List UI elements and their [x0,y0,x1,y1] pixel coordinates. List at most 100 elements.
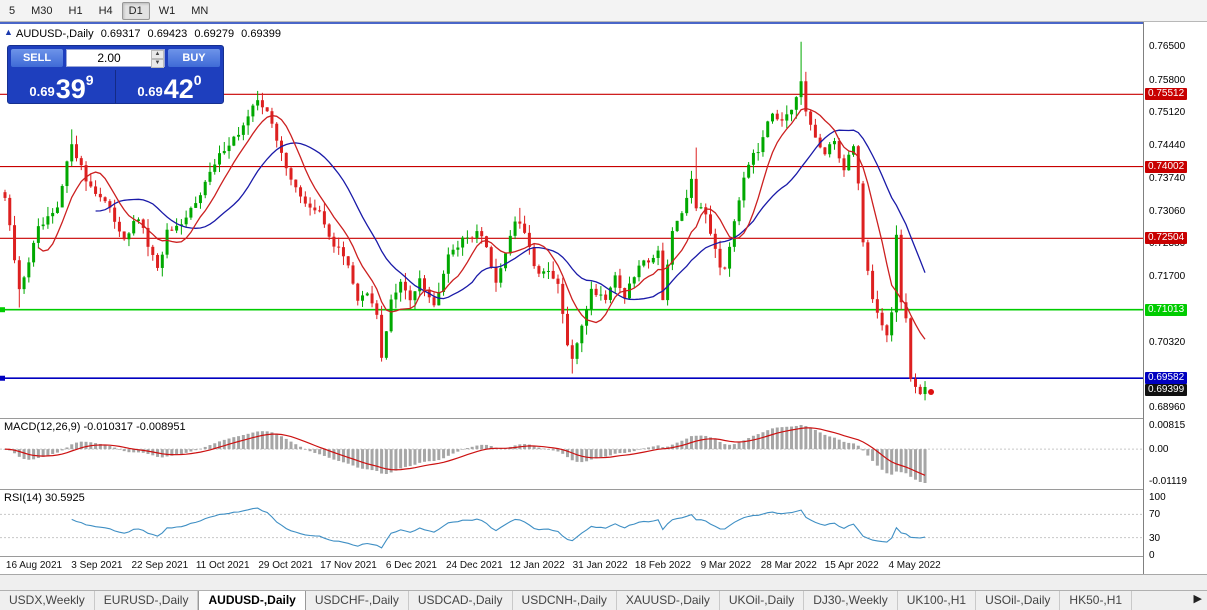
current-price-badge: 0.69399 [1145,383,1188,396]
sell-price-big: 39 [55,74,86,104]
tab-dj30-weekly[interactable]: DJ30-,Weekly [804,591,898,610]
date-label: 18 Feb 2022 [634,560,692,571]
volume-stepper: ▲ ▼ [66,49,165,68]
macd-label: MACD(12,26,9) -0.010317 -0.008951 [4,421,186,433]
buy-price-base: 0.69 [137,84,163,99]
quote-open: 0.69317 [100,28,141,40]
rsi-indicator-chart[interactable] [0,490,1143,556]
ma-slow-line [95,129,926,301]
timeframe-button-mn[interactable]: MN [191,4,209,17]
price-tick: 0.76500 [1149,41,1186,52]
sell-price-sup: 9 [85,72,94,88]
level-drag-handle [0,307,5,313]
date-label: 11 Oct 2021 [195,560,250,571]
chart-collapse-icon[interactable]: ▲ [4,27,13,37]
sell-button[interactable]: SELL [11,49,63,67]
sell-price-base: 0.69 [29,84,55,99]
date-label: 3 Sep 2021 [71,560,123,571]
ma-fast-line [38,107,926,340]
volume-input[interactable] [67,50,151,66]
buy-price-sup: 0 [193,72,202,88]
level-price-badge: 0.71013 [1145,303,1188,316]
timeframe-toolbar: 5 M30 H1 H4 D1 W1 MN [0,0,1207,22]
price-axis[interactable]: 0.00815 0.00 -0.01119 0.76500 0.75800 0.75… [1143,22,1207,574]
quote-close: 0.69399 [241,28,281,40]
rsi-axis-label: 0 [1149,550,1155,561]
price-tick: 0.73740 [1149,173,1186,185]
date-label: 9 Mar 2022 [700,560,752,571]
tab-scroll-right-icon[interactable]: ▶ [1193,593,1202,605]
date-label: 6 Dec 2021 [385,560,437,571]
price-tick: 0.75800 [1149,74,1186,86]
rsi-axis-label: 100 [1149,492,1166,503]
quote-low: 0.69279 [194,28,235,40]
date-label: 12 Jan 2022 [509,560,565,571]
chart-tabs-bar: USDX,Weekly EURUSD-,Daily AUDUSD-,Daily USD… [0,590,1207,610]
level-price-badge: 0.75512 [1145,88,1188,101]
macd-axis-top-label: 0.00815 [1149,420,1186,431]
tab-usoil-daily[interactable]: USOil-,Daily [976,591,1061,610]
timeframe-button-h4[interactable]: H4 [98,4,113,17]
date-label: 16 Aug 2021 [5,560,63,571]
level-price-badge: 0.69582 [1145,372,1188,385]
tab-usdchf-daily[interactable]: USDCHF-,Daily [306,591,409,610]
tab-usdx-weekly[interactable]: USDX,Weekly [0,591,95,610]
date-label: 4 May 2022 [888,560,941,571]
macd-indicator-chart[interactable] [0,419,1143,489]
quote-high: 0.69423 [147,28,188,40]
rsi-axis-label: 30 [1149,532,1161,544]
volume-down-icon[interactable]: ▼ [151,59,164,68]
one-click-trading-panel: SELL ▲ ▼ BUY 0.69 39 9 0.69 42 0 [7,45,224,104]
timeframe-button-d1[interactable]: D1 [121,1,150,20]
timeframe-button-w1[interactable]: W1 [158,4,176,17]
buy-price-display[interactable]: 0.69 42 0 [116,70,223,103]
date-label: 28 Mar 2022 [760,560,817,571]
main-candlestick-chart[interactable] [0,22,1143,418]
tab-eurusd-daily[interactable]: EURUSD-,Daily [95,591,199,610]
sell-marker-dot [928,388,935,395]
date-label: 22 Sep 2021 [131,560,189,571]
date-label: 15 Apr 2022 [824,560,879,571]
rsi-panel-separator[interactable] [0,489,1207,490]
price-tick: 0.75120 [1149,107,1186,119]
date-axis[interactable]: 16 Aug 2021 3 Sep 2021 22 Sep 2021 11 Oct 2… [0,557,1143,574]
price-tick: 0.71700 [1149,270,1186,282]
price-tick: 0.73060 [1149,205,1186,217]
date-label: 17 Nov 2021 [320,560,377,571]
timeframe-button-5[interactable]: 5 [9,4,16,17]
tab-usdcad-daily[interactable]: USDCAD-,Daily [409,591,513,610]
rsi-label: RSI(14) 30.5925 [4,492,85,504]
chart-header: AUDUSD-,Daily 0.69317 0.69423 0.69279 0.… [16,28,285,40]
macd-panel-separator[interactable] [0,418,1207,419]
tab-uk100-h1[interactable]: UK100-,H1 [898,591,977,610]
timeframe-button-h1[interactable]: H1 [68,4,83,17]
chart-window-top-border [0,22,1207,24]
tab-xauusd-daily[interactable]: XAUUSD-,Daily [617,591,720,610]
date-label: 29 Oct 2021 [258,560,313,571]
level-price-badge: 0.72504 [1145,232,1188,245]
price-tick: 0.74440 [1149,139,1186,151]
level-price-badge: 0.74002 [1145,160,1188,173]
tab-usdcnh-daily[interactable]: USDCNH-,Daily [513,591,617,610]
price-tick: 0.70320 [1149,336,1186,348]
rsi-line [71,507,926,549]
volume-up-icon[interactable]: ▲ [151,50,164,59]
date-axis-separator [0,556,1207,557]
macd-axis-bottom-label: -0.01119 [1149,476,1187,487]
date-label: 31 Jan 2022 [572,560,628,571]
buy-button[interactable]: BUY [168,49,220,67]
level-drag-handle [0,375,5,381]
status-strip [0,574,1207,590]
date-label: 24 Dec 2021 [445,560,503,571]
tab-hk50-h1[interactable]: HK50-,H1 [1060,591,1133,610]
price-tick: 0.68960 [1149,402,1186,413]
timeframe-button-m30[interactable]: M30 [31,4,53,17]
buy-price-big: 42 [163,74,194,104]
chart-symbol: AUDUSD-,Daily [16,28,94,40]
tab-ukoil-daily[interactable]: UKOil-,Daily [720,591,805,610]
macd-axis-zero-label: 0.00 [1149,444,1169,456]
sell-price-display[interactable]: 0.69 39 9 [8,70,116,103]
tab-audusd-daily[interactable]: AUDUSD-,Daily [198,591,306,610]
macd-signal-line [4,427,926,476]
